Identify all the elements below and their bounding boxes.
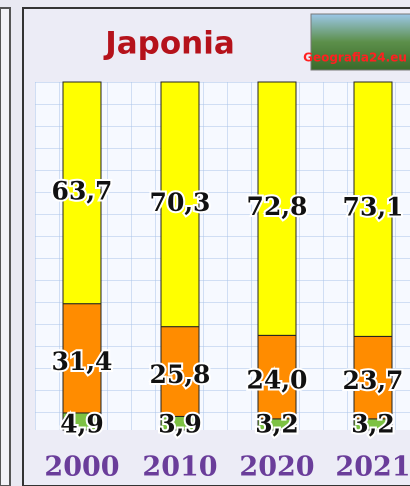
value-label: 3,2 bbox=[255, 410, 299, 439]
value-label: 25,8 bbox=[150, 360, 211, 389]
value-label: 73,1 bbox=[343, 193, 404, 222]
bar-segment bbox=[160, 81, 200, 328]
value-label: 23,7 bbox=[343, 366, 404, 395]
bar-segment bbox=[353, 81, 393, 337]
logo bbox=[310, 13, 410, 71]
bar-segment bbox=[62, 81, 102, 305]
bar-segment bbox=[353, 335, 393, 420]
x-tick-label: 2010 bbox=[142, 452, 217, 483]
bar-segment bbox=[257, 81, 297, 336]
x-tick-label: 2021 bbox=[335, 452, 410, 483]
bar-segment bbox=[62, 303, 102, 414]
value-label: 3,2 bbox=[351, 410, 395, 439]
value-label: 3,9 bbox=[158, 410, 202, 439]
x-tick-label: 2000 bbox=[44, 452, 119, 483]
chart-title: Japonia bbox=[103, 26, 235, 62]
side-panel bbox=[0, 7, 11, 486]
value-label: 72,8 bbox=[247, 192, 308, 221]
value-label: 4,9 bbox=[60, 410, 104, 439]
value-label: 70,3 bbox=[150, 188, 211, 217]
x-tick-label: 2020 bbox=[239, 452, 314, 483]
bar-segment bbox=[160, 326, 200, 417]
value-label: 31,4 bbox=[52, 347, 113, 376]
logo-text: Geografia24.eu bbox=[303, 51, 407, 65]
value-label: 24,0 bbox=[247, 366, 308, 395]
bar-segment bbox=[257, 334, 297, 420]
value-label: 63,7 bbox=[52, 176, 113, 205]
